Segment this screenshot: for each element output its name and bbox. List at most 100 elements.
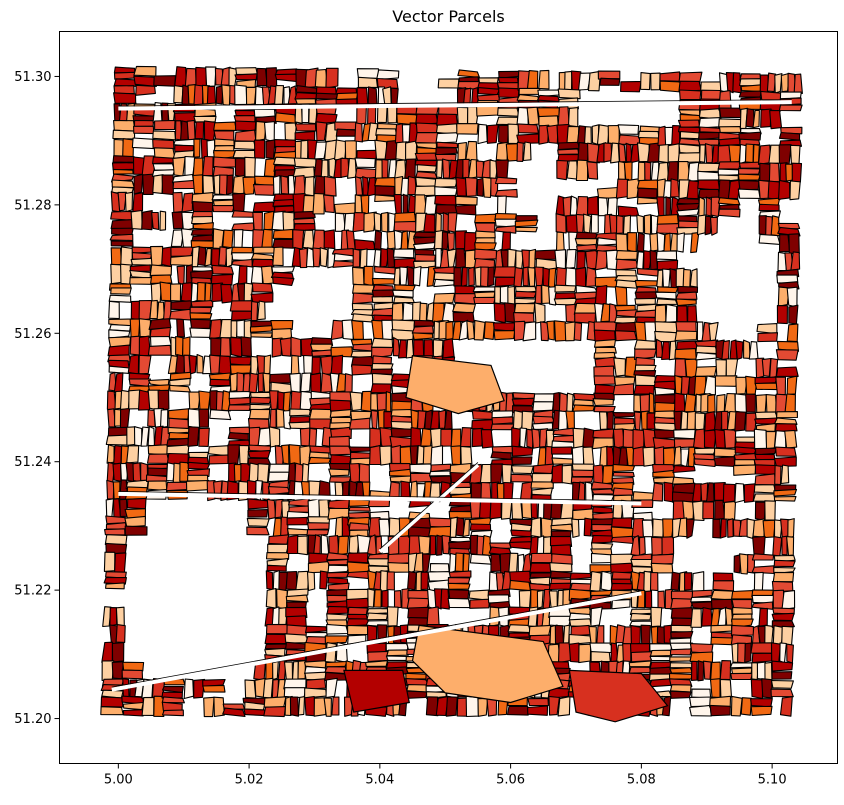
parcel	[422, 553, 431, 574]
parcel	[407, 571, 417, 591]
parcel	[141, 155, 155, 177]
parcel	[630, 651, 653, 663]
parcel	[170, 246, 194, 257]
parcel	[423, 213, 436, 233]
parcel	[122, 701, 144, 711]
large-parcel	[343, 669, 411, 713]
parcel	[614, 285, 628, 306]
parcel	[103, 551, 116, 572]
parcel	[455, 195, 478, 206]
parcel	[265, 570, 274, 591]
parcel	[538, 124, 550, 145]
parcel	[207, 445, 229, 457]
parcel	[571, 469, 594, 478]
parcel	[666, 161, 679, 182]
parcel	[596, 124, 610, 146]
parcel	[521, 410, 534, 431]
parcel	[511, 456, 533, 465]
parcel	[665, 303, 678, 323]
parcel	[130, 209, 143, 230]
parcel	[390, 427, 413, 438]
parcel	[426, 265, 436, 287]
parcel	[557, 148, 580, 155]
parcel	[469, 523, 492, 531]
parcel	[507, 248, 517, 269]
parcel	[754, 447, 778, 456]
parcel	[124, 525, 148, 536]
parcel	[326, 623, 349, 635]
parcel	[294, 123, 317, 132]
road-gap	[118, 100, 792, 111]
parcel	[456, 123, 479, 135]
parcel	[775, 349, 799, 361]
parcel	[477, 123, 488, 145]
parcel	[730, 672, 754, 681]
parcel	[304, 625, 328, 634]
parcel	[114, 552, 127, 574]
parcel	[109, 607, 118, 627]
parcel	[108, 365, 130, 374]
parcel	[653, 429, 676, 440]
parcel	[773, 495, 797, 502]
parcel	[566, 392, 574, 414]
parcel	[554, 284, 577, 293]
parcel	[776, 411, 798, 419]
parcel	[171, 211, 184, 230]
parcel	[697, 170, 721, 182]
parcel	[514, 219, 539, 228]
parcel	[748, 341, 759, 360]
parcel	[628, 660, 652, 668]
parcel	[699, 126, 722, 134]
parcel	[448, 589, 470, 600]
parcel	[718, 107, 743, 119]
parcel	[596, 625, 605, 645]
parcel	[526, 106, 540, 126]
parcel	[760, 90, 783, 101]
parcel	[150, 274, 173, 284]
parcel	[102, 606, 112, 628]
parcel	[385, 655, 409, 661]
parcel	[612, 412, 637, 418]
parcel	[750, 642, 774, 654]
parcel	[115, 606, 125, 627]
parcel	[267, 471, 290, 483]
parcel	[290, 355, 300, 376]
parcel	[771, 612, 795, 622]
parcel	[220, 283, 234, 304]
parcel	[697, 162, 722, 173]
parcel	[690, 660, 698, 681]
parcel	[243, 282, 254, 303]
parcel	[692, 483, 703, 503]
parcel	[589, 570, 602, 592]
parcel	[511, 465, 534, 475]
parcel	[218, 355, 232, 376]
parcel	[152, 138, 175, 150]
parcel	[591, 488, 615, 495]
parcel	[169, 371, 192, 381]
parcel	[493, 330, 516, 341]
parcel	[717, 208, 741, 218]
parcel	[709, 678, 721, 699]
parcel	[734, 393, 748, 414]
parcel	[612, 471, 635, 478]
parcel	[303, 354, 314, 375]
parcel	[193, 678, 206, 699]
parcel	[469, 598, 491, 609]
parcel	[737, 173, 761, 181]
parcel	[636, 196, 659, 205]
parcel	[402, 193, 409, 215]
y-tick-label: 51.28	[14, 198, 51, 213]
parcel	[246, 526, 270, 536]
parcel	[429, 535, 437, 556]
parcel	[508, 541, 532, 550]
parcel	[768, 162, 781, 183]
parcel	[161, 696, 185, 704]
parcel	[263, 696, 287, 708]
parcel	[583, 213, 592, 234]
parcel	[289, 372, 301, 394]
parcel	[254, 139, 266, 159]
parcel	[637, 161, 646, 182]
parcel	[599, 445, 608, 467]
parcel	[511, 397, 535, 407]
parcel	[472, 286, 497, 293]
